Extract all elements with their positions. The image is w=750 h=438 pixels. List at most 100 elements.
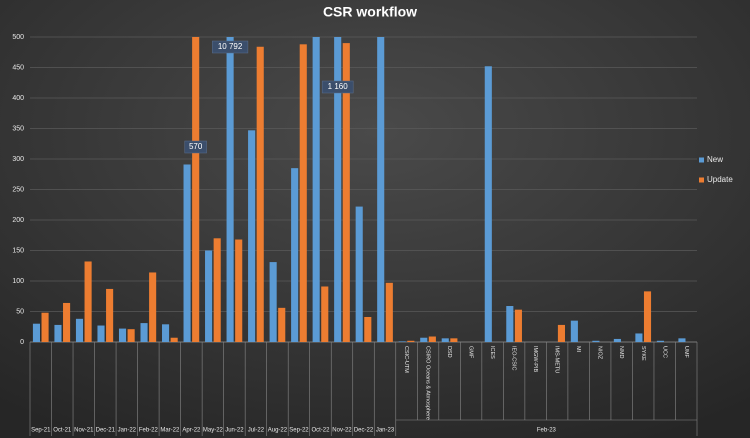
bar <box>32 323 41 342</box>
x-tick-label: Dec-21 <box>96 428 116 434</box>
bar <box>183 164 191 342</box>
group-label: Feb-23 <box>537 428 557 434</box>
bar <box>441 338 449 342</box>
x-tick-label: Oct-21 <box>53 428 72 434</box>
bar <box>118 328 127 342</box>
x-tick-label: Sep-21 <box>31 428 51 434</box>
bar <box>420 337 428 342</box>
bar <box>299 44 307 342</box>
x-tick-label: Feb-22 <box>139 428 159 434</box>
bar <box>312 37 320 342</box>
y-tick-label: 200 <box>12 217 24 224</box>
x-tick-label: CSIRO Oceans & Atmosphere <box>425 346 431 420</box>
y-tick-label: 500 <box>12 34 24 41</box>
bar <box>269 262 277 342</box>
data-label-box <box>184 140 207 154</box>
bar <box>248 130 256 342</box>
bar <box>41 312 49 342</box>
bar <box>342 43 350 342</box>
bar <box>235 239 243 342</box>
bar <box>334 37 342 342</box>
bar <box>75 318 84 342</box>
x-tick-label: IEO-CSIC <box>511 346 517 370</box>
data-label: 570 <box>189 142 203 151</box>
x-tick-label: GMF <box>468 346 474 359</box>
plot-area <box>32 37 686 342</box>
x-tick-label: UCC <box>661 346 667 358</box>
x-tick-label: UMF <box>683 346 689 359</box>
x-tick-label: Oct-22 <box>311 428 330 434</box>
bar <box>162 324 170 342</box>
bar <box>557 324 565 342</box>
bar <box>205 250 213 342</box>
data-label-box <box>212 40 249 54</box>
bar <box>321 286 329 342</box>
x-tick-label: Nov-21 <box>74 428 94 434</box>
bar <box>385 282 393 342</box>
data-label: 1 160 <box>328 82 349 91</box>
x-tick-label: Jan-23 <box>376 428 395 434</box>
bar <box>364 316 372 342</box>
x-tick-label: Jul-22 <box>248 428 265 434</box>
bar <box>63 302 71 342</box>
x-tick-label: IMS-METU <box>554 346 560 373</box>
x-tick-label: IMGW-PIB <box>532 346 538 373</box>
bar <box>192 37 200 342</box>
x-tick-label: Nov-22 <box>332 428 352 434</box>
bar <box>377 37 385 342</box>
x-tick-label: Aug-22 <box>268 428 288 434</box>
bar <box>613 338 621 342</box>
x-tick-label: Mar-22 <box>160 428 180 434</box>
data-label: 10 792 <box>218 42 243 51</box>
y-tick-label: 100 <box>12 278 24 285</box>
x-tick-label: Sep-22 <box>289 428 309 434</box>
bar <box>407 340 415 342</box>
y-tick-label: 450 <box>12 64 24 71</box>
bar <box>84 261 92 342</box>
x-tick-label: MI <box>575 346 581 353</box>
bar <box>635 333 643 342</box>
x-tick-label: Dec-22 <box>354 428 374 434</box>
x-tick-label: Apr-22 <box>182 428 201 434</box>
bar <box>226 37 234 342</box>
bar <box>656 340 664 342</box>
bar <box>678 338 686 342</box>
bar <box>54 324 62 342</box>
bar <box>484 66 492 342</box>
bar <box>149 272 157 342</box>
x-tick-label: DSD <box>446 346 452 358</box>
legend-swatch <box>699 157 704 163</box>
bar <box>213 238 221 342</box>
bar <box>355 206 363 342</box>
y-tick-label: 50 <box>16 308 24 315</box>
bar <box>127 329 135 342</box>
y-tick-label: 150 <box>12 247 24 254</box>
legend-swatch <box>699 177 704 183</box>
chart-title: CSR workflow <box>323 4 417 20</box>
bar <box>592 340 600 342</box>
bar <box>514 309 522 342</box>
bar <box>428 336 436 342</box>
bar <box>170 337 178 342</box>
x-tick-label: Jun-22 <box>225 428 244 434</box>
bar <box>643 291 652 342</box>
bar <box>106 288 114 342</box>
x-tick-label: NMD <box>618 346 624 359</box>
bar <box>278 307 286 342</box>
bar <box>140 323 148 342</box>
x-tick-label: NIOZ <box>597 346 603 360</box>
bar <box>570 320 578 342</box>
x-tick-label: ICES <box>489 346 495 359</box>
legend-label: New <box>707 155 723 164</box>
x-tick-label: SYKE <box>640 346 646 361</box>
legend-label: Update <box>707 175 733 184</box>
data-label-box <box>321 80 354 94</box>
y-tick-label: 0 <box>20 339 24 346</box>
bar <box>97 325 105 342</box>
y-tick-label: 250 <box>12 186 24 193</box>
x-tick-label: May-22 <box>203 428 224 434</box>
bar <box>450 338 458 342</box>
bar <box>291 168 299 342</box>
